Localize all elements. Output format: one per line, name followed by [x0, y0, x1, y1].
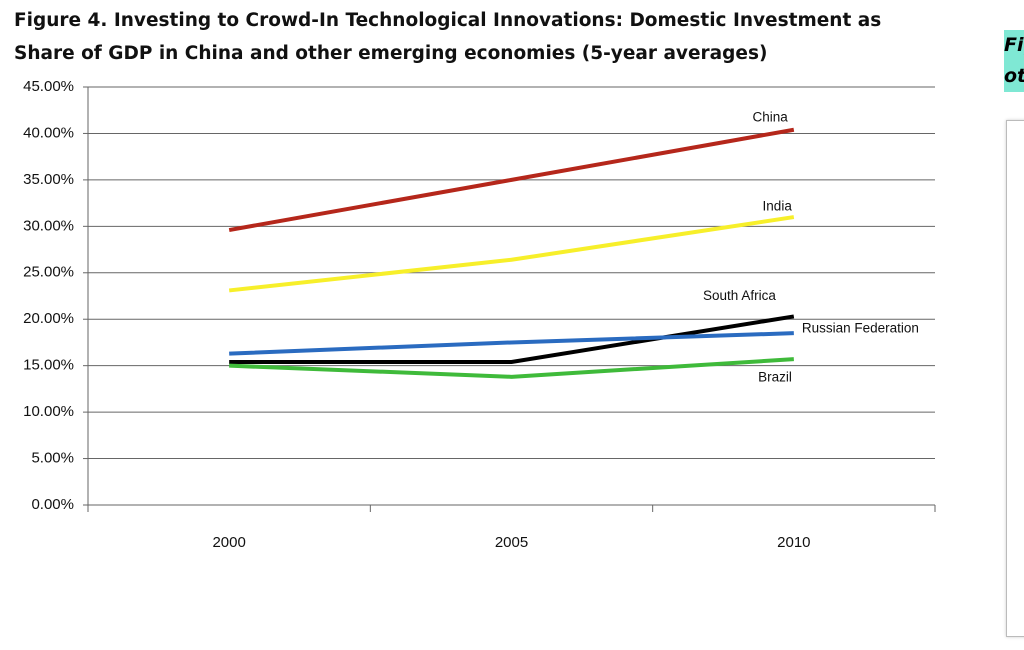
clipped-text: oth: [1004, 61, 1024, 92]
y-tick-label: 20.00%: [23, 310, 74, 327]
x-tick-label: 2005: [495, 534, 528, 551]
clipped-figure: Fig oth: [1004, 30, 1024, 92]
y-tick-label: 5.00%: [31, 450, 74, 467]
clipped-box: [1006, 120, 1024, 637]
series-line: [229, 331, 794, 356]
x-tick-label: 2000: [212, 534, 245, 551]
chart: 0.00% 5.00% 10.00% 15.00% 20.00% 25.00% 30.00%…: [23, 78, 936, 551]
clipped-text: Fig: [1004, 30, 1024, 61]
y-tick-label: 30.00%: [23, 217, 74, 234]
series-label: China: [753, 109, 789, 124]
series-label: Brazil: [758, 370, 792, 385]
y-tick-label: 25.00%: [23, 264, 74, 281]
series-line: [228, 215, 795, 293]
series-line: [229, 314, 795, 364]
series-label: Russian Federation: [802, 321, 919, 336]
y-tick-label: 15.00%: [23, 357, 74, 374]
series-line: [229, 357, 794, 379]
y-tick-label: 40.00%: [23, 124, 74, 141]
y-tick-label: 45.00%: [23, 78, 74, 95]
y-tick-label: 10.00%: [23, 403, 74, 420]
y-tick-label: 0.00%: [31, 496, 74, 513]
y-tick-label: 35.00%: [23, 171, 74, 188]
series-label: India: [763, 199, 793, 214]
series-label: South Africa: [703, 288, 776, 303]
chart-title: Figure 4. Investing to Crowd-In Technolo…: [14, 10, 882, 64]
series-line: [228, 127, 795, 233]
x-tick-label: 2010: [777, 534, 810, 551]
